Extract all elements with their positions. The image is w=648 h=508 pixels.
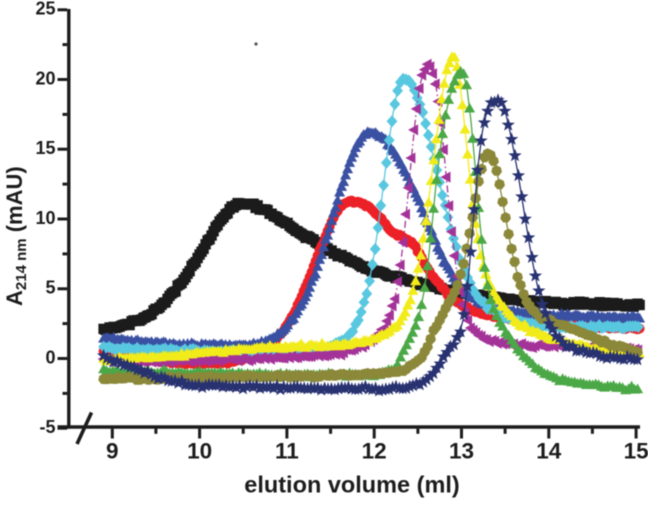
svg-text:20: 20 bbox=[35, 68, 55, 88]
svg-text:15: 15 bbox=[35, 138, 55, 158]
svg-text:9: 9 bbox=[106, 439, 119, 464]
svg-text:25: 25 bbox=[35, 0, 55, 19]
svg-text:0: 0 bbox=[45, 347, 55, 367]
svg-text:15: 15 bbox=[624, 439, 648, 464]
svg-text:5: 5 bbox=[45, 278, 55, 298]
svg-text:-5: -5 bbox=[39, 417, 55, 437]
svg-text:14: 14 bbox=[536, 439, 562, 464]
svg-text:12: 12 bbox=[362, 439, 387, 464]
svg-text:13: 13 bbox=[449, 439, 474, 464]
svg-text:elution volume (ml): elution volume (ml) bbox=[244, 472, 459, 498]
svg-text:11: 11 bbox=[275, 439, 299, 464]
svg-text:10: 10 bbox=[187, 439, 212, 464]
svg-text:A214 nm (mAU): A214 nm (mAU) bbox=[2, 166, 30, 306]
svg-text:10: 10 bbox=[35, 208, 55, 228]
